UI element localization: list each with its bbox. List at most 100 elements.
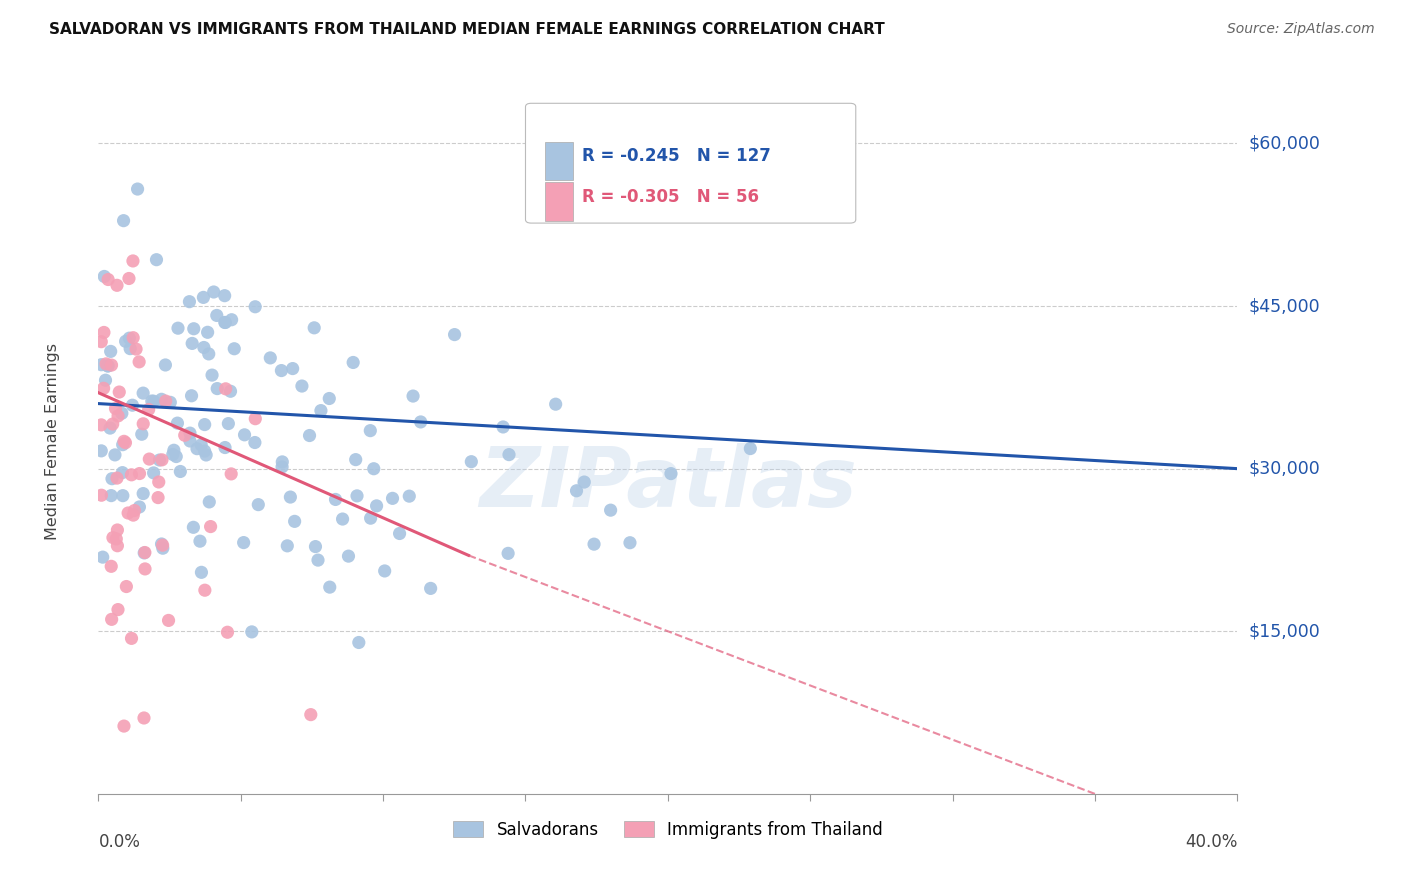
Point <box>104 448 127 462</box>
Point <box>194 583 217 598</box>
Point <box>167 321 190 335</box>
Point <box>298 428 321 442</box>
Text: R = -0.305   N = 56: R = -0.305 N = 56 <box>582 188 759 206</box>
Point <box>214 441 236 455</box>
Point <box>169 465 191 479</box>
Point <box>183 520 205 534</box>
Text: Source: ZipAtlas.com: Source: ZipAtlas.com <box>1227 22 1375 37</box>
Point <box>276 539 298 553</box>
Point <box>121 398 143 412</box>
Point <box>138 452 160 467</box>
Point <box>101 531 124 545</box>
Point <box>307 553 329 567</box>
Point <box>193 290 215 304</box>
Text: $60,000: $60,000 <box>1249 135 1320 153</box>
Point <box>115 580 138 594</box>
Text: $45,000: $45,000 <box>1249 297 1320 315</box>
Point <box>107 409 129 423</box>
Point <box>114 435 136 450</box>
Point <box>90 334 112 349</box>
Point <box>271 459 294 474</box>
Point <box>132 711 155 725</box>
Point <box>150 537 173 551</box>
Text: R = -0.245   N = 127: R = -0.245 N = 127 <box>582 147 772 165</box>
Point <box>740 442 762 456</box>
Point <box>318 392 340 406</box>
Point <box>112 434 135 449</box>
FancyBboxPatch shape <box>526 103 856 223</box>
Point <box>91 550 114 565</box>
Point <box>128 467 150 481</box>
Point <box>188 534 211 549</box>
Point <box>200 519 222 533</box>
Point <box>197 326 219 340</box>
Point <box>190 438 212 452</box>
Point <box>299 707 322 722</box>
Point <box>332 512 354 526</box>
Point <box>107 539 129 553</box>
Text: 0.0%: 0.0% <box>98 832 141 851</box>
Point <box>325 492 347 507</box>
Point <box>342 355 364 369</box>
Point <box>284 514 307 528</box>
Point <box>98 421 121 435</box>
Point <box>544 397 567 411</box>
Point <box>120 342 142 356</box>
Point <box>150 392 173 407</box>
Point <box>291 379 314 393</box>
Point <box>112 213 135 227</box>
Point <box>94 373 117 387</box>
Point <box>142 394 165 409</box>
Point <box>195 448 218 462</box>
Point <box>145 252 167 267</box>
Point <box>131 427 153 442</box>
Point <box>93 326 115 340</box>
Point <box>111 438 134 452</box>
Point <box>100 559 122 574</box>
Point <box>374 564 396 578</box>
Point <box>173 428 195 442</box>
Point <box>134 546 156 560</box>
Point <box>619 535 641 549</box>
Point <box>179 434 201 448</box>
Point <box>132 417 155 431</box>
Point <box>97 359 120 373</box>
Point <box>134 545 156 559</box>
Point <box>124 503 146 517</box>
Point <box>90 358 112 372</box>
Point <box>93 381 115 395</box>
Point <box>112 719 135 733</box>
Point <box>219 384 242 399</box>
Point <box>107 602 129 616</box>
Point <box>128 500 150 514</box>
Point <box>309 403 332 417</box>
Point <box>201 368 224 383</box>
Point <box>104 401 127 416</box>
Text: ZIPatlas: ZIPatlas <box>479 443 856 524</box>
Point <box>419 582 441 596</box>
Point <box>100 489 122 503</box>
Point <box>97 359 120 373</box>
Point <box>302 321 325 335</box>
Point <box>181 336 204 351</box>
Point <box>105 532 128 546</box>
Point <box>360 511 382 525</box>
Point <box>214 316 236 330</box>
Point <box>101 417 124 431</box>
Point <box>122 331 145 345</box>
Point <box>217 417 239 431</box>
Point <box>127 182 149 196</box>
Point <box>205 382 228 396</box>
Point <box>193 341 215 355</box>
Point <box>205 309 228 323</box>
Point <box>398 489 420 503</box>
Point <box>100 358 122 372</box>
Point <box>165 450 187 464</box>
Point <box>101 472 124 486</box>
Point <box>117 506 139 520</box>
Point <box>388 526 411 541</box>
Point <box>122 508 145 522</box>
Point <box>155 394 177 409</box>
Point <box>221 312 243 326</box>
Point <box>97 272 120 286</box>
